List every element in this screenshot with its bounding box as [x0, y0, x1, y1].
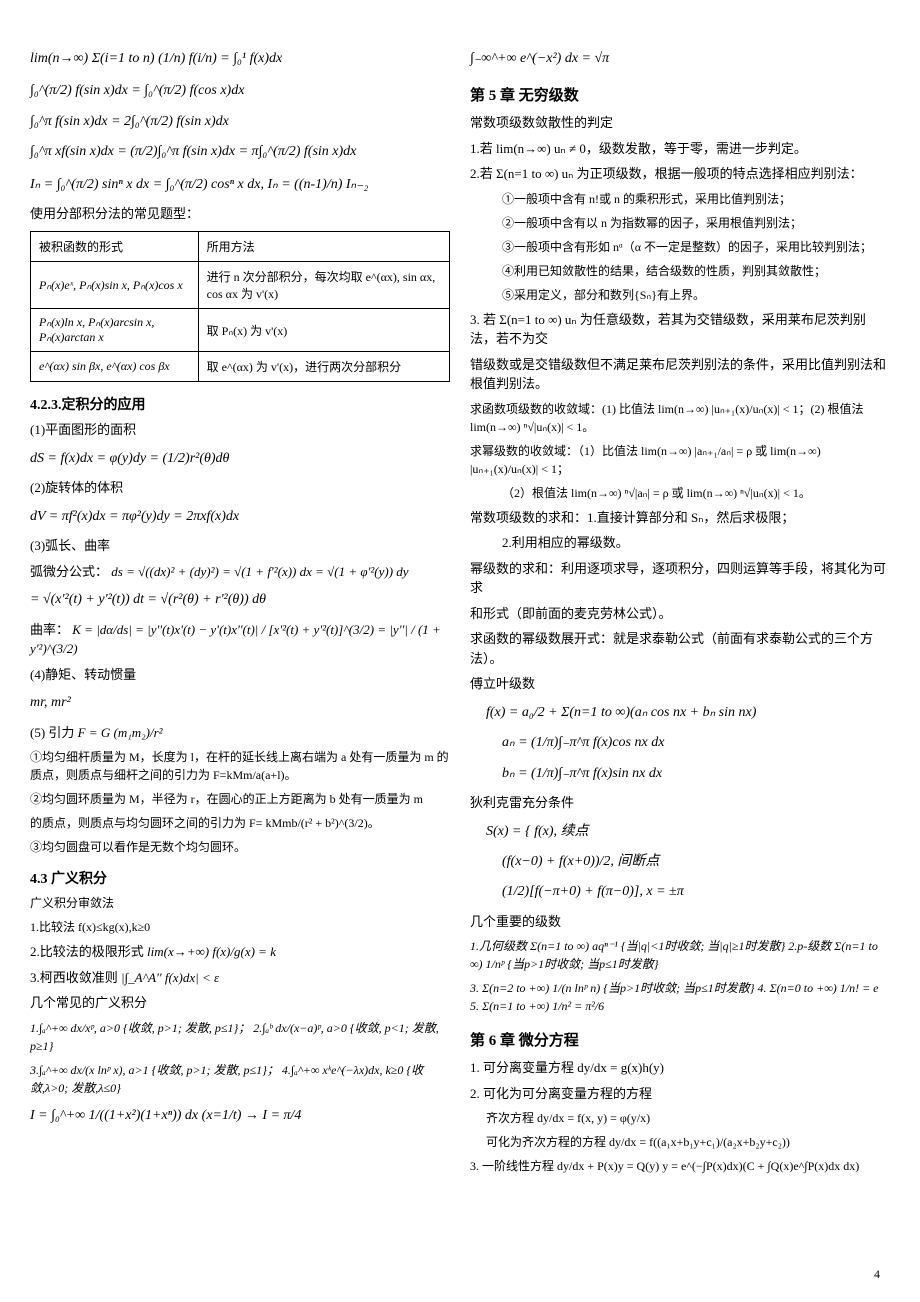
formula-cauchy: |∫_A^A'' f(x)dx| < ε — [121, 970, 219, 985]
test-2-sub-3: ③一般项中含有形如 nᵅ（α 不一定是整数）的因子，采用比较判别法； — [470, 238, 890, 256]
formula-I: I = ∫₀^+∞ 1/((1+x²)(1+xⁿ)) dx (x=1/t) → … — [30, 1105, 450, 1127]
improper-3: 3.柯西收敛准则 — [30, 970, 118, 985]
gravity-text-2: ②均匀圆环质量为 M，半径为 r，在圆心的正上方距离为 b 处有一质量为 m — [30, 790, 450, 808]
de-2-sub2: 可化为齐次方程的方程 dy/dx = f((a₁x+b₁y+c₁)/(a₂x+b… — [470, 1133, 890, 1151]
series-1: 1.几何级数 Σ(n=1 to ∞) aqⁿ⁻¹ {当|q|<1时收敛; 当|q… — [470, 939, 785, 953]
power-sum-2: 和形式（即前面的麦克劳林公式）。 — [470, 604, 890, 624]
gravity-text-2b: 的质点，则质点与均匀圆环之间的引力为 F= kMmb/(r² + b²)^(3/… — [30, 814, 450, 832]
formula-limit-sum: lim(n→∞) Σ(i=1 to n) (1/n) f(i/n) = ∫₀¹ … — [30, 48, 450, 70]
chapter-6-heading: 第 6 章 微分方程 — [470, 1029, 890, 1050]
table-cell: e^(αx) sin βx, e^(αx) cos βx — [31, 352, 199, 382]
const-sum: 常数项级数的求和：1.直接计算部分和 Sₙ，然后求极限； — [470, 508, 890, 528]
power-sum: 幂级数的求和：利用逐项求导，逐项积分，四则运算等手段，将其化为可求 — [470, 559, 890, 598]
section-43-heading: 4.3 广义积分 — [30, 868, 450, 888]
dirichlet-label: 狄利克雷充分条件 — [470, 793, 890, 813]
item-volume: (2)旋转体的体积 — [30, 478, 450, 498]
const-sum-2: 2.利用相应的幂级数。 — [470, 533, 890, 553]
curvature-label: 曲率： — [30, 622, 69, 637]
table-cell: 取 Pₙ(x) 为 v'(x) — [198, 309, 449, 352]
page-number: 4 — [874, 1267, 880, 1282]
formula-ds: dS = f(x)dx = φ(y)dy = (1/2)r²(θ)dθ — [30, 448, 450, 470]
improper-2: 2.比较法的极限形式 — [30, 944, 144, 959]
int-1: 1.∫ₐ^+∞ dx/xᵖ, a>0 {收敛, p>1; 发散, p≤1}； — [30, 1021, 250, 1035]
func-series: 求函数项级数的收敛域：(1) 比值法 lim(n→∞) |uₙ₊₁(x)/uₙ(… — [470, 400, 890, 436]
de-3: 3. 一阶线性方程 dy/dx + P(x)y = Q(y) y = e^(−∫… — [470, 1157, 890, 1175]
left-column: lim(n→∞) Σ(i=1 to n) (1/n) f(i/n) = ∫₀¹ … — [30, 40, 450, 1181]
common-integrals-label: 几个常见的广义积分 — [30, 993, 450, 1013]
item-arc: (3)弧长、曲率 — [30, 536, 450, 556]
table-cell: 进行 n 次分部积分，每次均取 e^(αx), sin αx, cos αx 为… — [198, 262, 449, 309]
item-moment: (4)静矩、转动惯量 — [30, 665, 450, 685]
formula-fourier: f(x) = a₀/2 + Σ(n=1 to ∞)(aₙ cos nx + bₙ… — [470, 702, 890, 724]
power-series-2: （2）根值法 lim(n→∞) ⁿ√|aₙ| = ρ 或 lim(n→∞) ⁿ√… — [470, 484, 890, 502]
chapter-5-heading: 第 5 章 无穷级数 — [470, 84, 890, 105]
formula-xf-sin: ∫₀^π xf(sin x)dx = (π/2)∫₀^π f(sin x)dx … — [30, 141, 450, 163]
func-expand: 求函数的幂级数展开式：就是求泰勒公式（前面有求泰勒公式的三个方法）。 — [470, 629, 890, 668]
test-1: 1.若 lim(n→∞) uₙ ≠ 0，级数发散，等于零，需进一步判定。 — [470, 139, 890, 159]
formula-sin-cos: ∫₀^(π/2) f(sin x)dx = ∫₀^(π/2) f(cos x)d… — [30, 80, 450, 102]
formula-gravity: F = G (m₁m₂)/r² — [78, 725, 163, 740]
important-series-label: 几个重要的级数 — [470, 912, 890, 932]
formula-curvature: K = |dα/ds| = |y''(t)x'(t) − y'(t)x''(t)… — [30, 622, 441, 657]
item-gravity: (5) 引力 — [30, 725, 74, 740]
gravity-text-3: ③均匀圆盘可以看作是无数个均匀圆环。 — [30, 838, 450, 856]
table-cell: Pₙ(x)ln x, Pₙ(x)arcsin x, Pₙ(x)arctan x — [31, 309, 199, 352]
formula-wallis: Iₙ = ∫₀^(π/2) sinⁿ x dx = ∫₀^(π/2) cosⁿ … — [30, 174, 450, 196]
test-3: 3. 若 Σ(n=1 to ∞) uₙ 为任意级数，若其为交错级数，采用莱布尼茨… — [470, 310, 890, 349]
table-header-1: 被积函数的形式 — [31, 232, 199, 262]
formula-arc: ds = √((dx)² + (dy)²) = √(1 + f'²(x)) dx… — [111, 564, 408, 579]
test-2-sub-2: ②一般项中含有以 n 为指数幂的因子，采用根值判别法； — [470, 214, 890, 232]
test-3b: 错级数或是交错级数但不满足莱布尼茨判别法的条件，采用比值判别法和根值判别法。 — [470, 355, 890, 394]
table-cell: 取 e^(αx) 为 v'(x)，进行两次分部积分 — [198, 352, 449, 382]
section-423-heading: 4.2.3.定积分的应用 — [30, 394, 450, 414]
table-header-2: 所用方法 — [198, 232, 449, 262]
table-intro: 使用分部积分法的常见题型： — [30, 204, 450, 224]
de-2: 2. 可化为可分离变量方程的方程 — [470, 1084, 890, 1104]
improper-intro: 广义积分审敛法 — [30, 894, 450, 912]
de-1: 1. 可分离变量方程 dy/dx = g(x)h(y) — [470, 1058, 890, 1078]
right-column: ∫₋∞^+∞ e^(−x²) dx = √π 第 5 章 无穷级数 常数项级数敛… — [470, 40, 890, 1181]
formula-dirichlet-3: (1/2)[f(−π+0) + f(π−0)], x = ±π — [470, 881, 890, 903]
formula-limit-compare: lim(x→+∞) f(x)/g(x) = k — [147, 944, 276, 959]
improper-1: 1.比较法 f(x)≤kg(x),k≥0 — [30, 918, 450, 936]
formula-moment: mr, mr² — [30, 692, 450, 714]
table-cell: Pₙ(x)eˣ, Pₙ(x)sin x, Pₙ(x)cos x — [31, 262, 199, 309]
series-3: 3. Σ(n=2 to +∞) 1/(n lnᵖ n) {当p>1时收敛; 当p… — [470, 981, 755, 995]
const-series-intro: 常数项级数敛散性的判定 — [470, 113, 890, 133]
gravity-text-1: ①均匀细杆质量为 M，长度为 l，在杆的延长线上离右端为 a 处有一质量为 m … — [30, 748, 450, 784]
test-2-sub-4: ④利用已知敛散性的结果，结合级数的性质，判别其敛散性； — [470, 262, 890, 280]
de-2-sub1: 齐次方程 dy/dx = f(x, y) = φ(y/x) — [470, 1109, 890, 1127]
test-2-sub-5: ⑤采用定义，部分和数列{Sₙ}有上界。 — [470, 286, 890, 304]
int-3: 3.∫ₐ^+∞ dx/(x lnᵖ x), a>1 {收敛, p>1; 发散, … — [30, 1063, 279, 1077]
series-4: 4. Σ(n=0 to +∞) 1/n! = e — [758, 981, 879, 995]
formula-dirichlet-1: S(x) = { f(x), 续点 — [470, 821, 890, 843]
formula-sin-double: ∫₀^π f(sin x)dx = 2∫₀^(π/2) f(sin x)dx — [30, 111, 450, 133]
fourier-label: 傅立叶级数 — [470, 676, 535, 691]
test-2: 2.若 Σ(n=1 to ∞) uₙ 为正项级数，根据一般项的特点选择相应判别法… — [470, 164, 890, 184]
series-5: 5. Σ(n=1 to +∞) 1/n² = π²/6 — [470, 999, 604, 1013]
arc-label: 弧微分公式： — [30, 564, 108, 579]
formula-gauss: ∫₋∞^+∞ e^(−x²) dx = √π — [470, 48, 890, 70]
formula-arc2: = √(x'²(t) + y'²(t)) dt = √(r²(θ) + r'²(… — [30, 589, 450, 611]
formula-fourier-an: aₙ = (1/π)∫₋π^π f(x)cos nx dx — [470, 732, 890, 754]
item-area: (1)平面图形的面积 — [30, 420, 450, 440]
test-2-sub-1: ①一般项中含有 n!或 n 的乘积形式，采用比值判别法； — [470, 190, 890, 208]
integration-by-parts-table: 被积函数的形式 所用方法 Pₙ(x)eˣ, Pₙ(x)sin x, Pₙ(x)c… — [30, 231, 450, 382]
formula-fourier-bn: bₙ = (1/π)∫₋π^π f(x)sin nx dx — [470, 763, 890, 785]
formula-dv: dV = πf²(x)dx = πφ²(y)dy = 2πxf(x)dx — [30, 506, 450, 528]
power-series: 求幂级数的收敛域：（1）比值法 lim(n→∞) |aₙ₊₁/aₙ| = ρ 或… — [470, 442, 890, 478]
formula-dirichlet-2: (f(x−0) + f(x+0))/2, 间断点 — [470, 851, 890, 873]
